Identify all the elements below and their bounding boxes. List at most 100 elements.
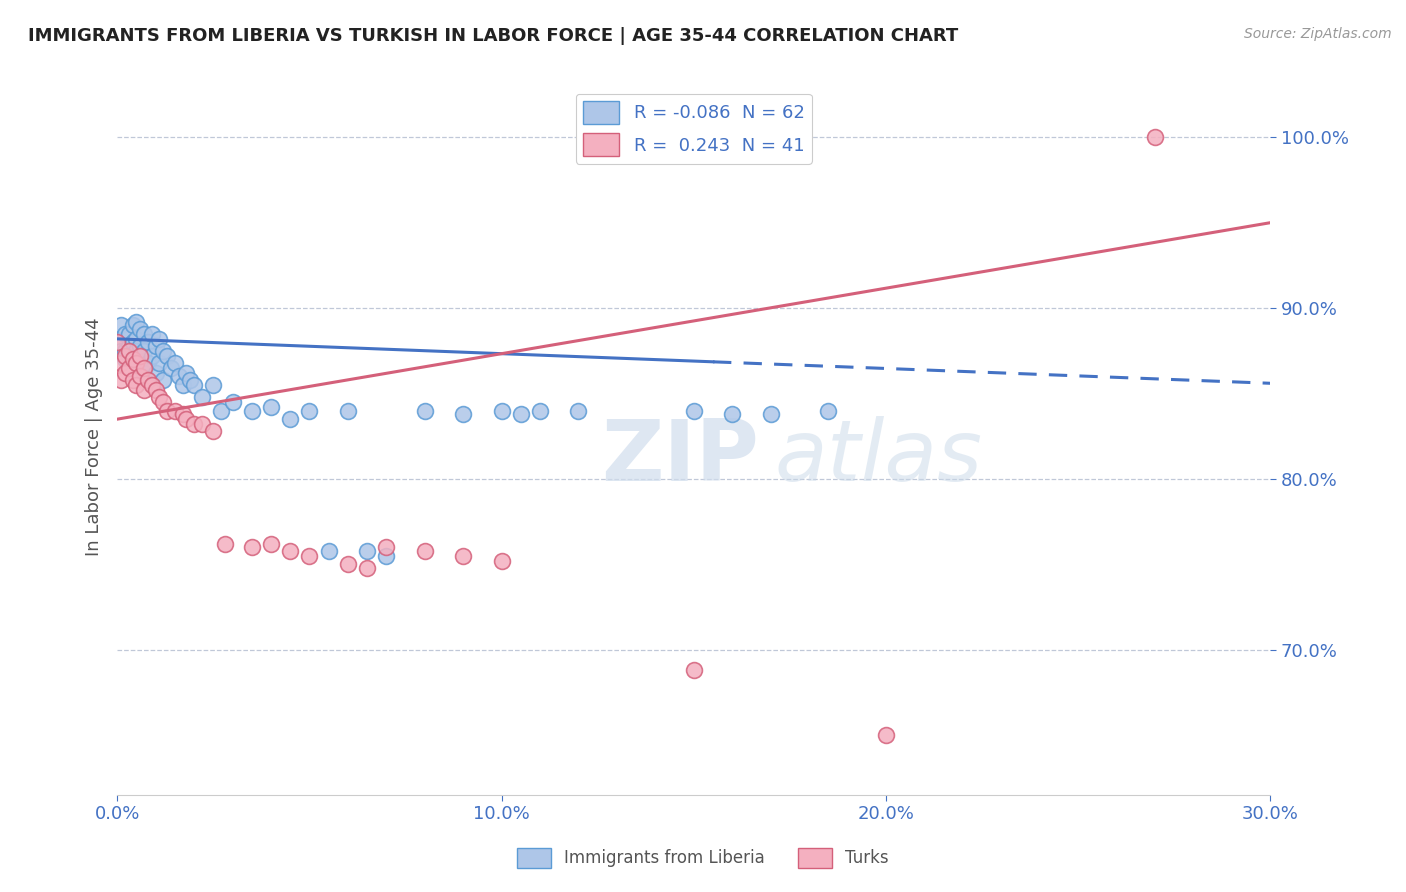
Point (129, 360, 152, 375)
Point (121, 335, 143, 350)
Point (129, 321, 152, 335)
Text: IMMIGRANTS FROM LIBERIA VS TURKISH IN LABOR FORCE | AGE 35-44 CORRELATION CHART: IMMIGRANTS FROM LIBERIA VS TURKISH IN LA… (28, 27, 959, 45)
Point (129, 369, 152, 384)
Point (529, 403, 551, 417)
Point (413, 543, 436, 558)
Point (121, 373, 143, 387)
Point (141, 349, 163, 363)
Point (260, 401, 283, 415)
Point (148, 390, 170, 404)
Point (183, 417, 205, 432)
Point (125, 343, 148, 358)
Point (298, 549, 321, 563)
Point (509, 407, 531, 421)
Point (132, 326, 155, 341)
Point (682, 663, 704, 677)
Point (121, 352, 143, 367)
Point (336, 558, 359, 572)
Text: atlas: atlas (775, 417, 983, 500)
Point (105, 335, 128, 350)
Point (759, 407, 782, 421)
Point (202, 378, 225, 392)
Point (202, 424, 225, 438)
Point (156, 403, 179, 417)
Point (145, 339, 167, 353)
Point (132, 360, 155, 375)
Point (721, 407, 744, 421)
Point (118, 339, 141, 353)
Point (451, 407, 474, 421)
Point (125, 315, 148, 329)
Point (110, 356, 132, 370)
Point (141, 326, 163, 341)
Point (118, 349, 141, 363)
Point (145, 383, 167, 397)
Point (148, 332, 170, 346)
Point (114, 366, 136, 380)
Point (817, 403, 839, 417)
Point (145, 366, 167, 380)
Point (125, 332, 148, 346)
Point (318, 543, 340, 558)
Point (278, 412, 301, 426)
Point (110, 343, 132, 358)
Point (152, 373, 174, 387)
Point (114, 326, 136, 341)
Point (121, 318, 143, 333)
Point (136, 373, 159, 387)
Point (125, 378, 148, 392)
Point (214, 537, 236, 551)
Point (125, 356, 148, 370)
Point (114, 349, 136, 363)
Point (118, 326, 141, 341)
Point (105, 335, 128, 350)
Point (172, 378, 194, 392)
Point (375, 549, 398, 563)
Point (209, 403, 232, 417)
Point (129, 349, 152, 363)
Point (1144, 130, 1167, 145)
Legend: R = -0.086  N = 62, R =  0.243  N = 41: R = -0.086 N = 62, R = 0.243 N = 41 (576, 94, 811, 163)
Point (413, 403, 436, 417)
Point (491, 554, 513, 568)
Point (110, 373, 132, 387)
Point (491, 403, 513, 417)
Point (240, 541, 263, 555)
Point (172, 407, 194, 421)
Point (132, 366, 155, 380)
Point (118, 360, 141, 375)
Point (190, 390, 212, 404)
Point (451, 549, 474, 563)
Point (163, 403, 186, 417)
Point (176, 412, 198, 426)
Text: ZIP: ZIP (602, 417, 759, 500)
Point (176, 366, 198, 380)
Point (114, 352, 136, 367)
Point (298, 403, 321, 417)
Point (167, 369, 190, 384)
Point (356, 561, 378, 575)
Point (121, 352, 143, 367)
Point (179, 373, 201, 387)
Point (114, 343, 136, 358)
Point (152, 343, 174, 358)
Point (136, 335, 159, 350)
Point (567, 403, 589, 417)
Point (336, 403, 359, 417)
Point (278, 543, 301, 558)
Point (163, 356, 186, 370)
Point (356, 543, 378, 558)
Y-axis label: In Labor Force | Age 35-44: In Labor Force | Age 35-44 (86, 317, 103, 556)
Point (129, 339, 152, 353)
Point (141, 378, 163, 392)
Point (110, 318, 132, 333)
Point (132, 383, 155, 397)
Point (682, 403, 704, 417)
Point (132, 343, 155, 358)
Point (190, 417, 212, 432)
Point (875, 728, 897, 742)
Point (152, 395, 174, 409)
Point (160, 360, 183, 375)
Point (375, 541, 398, 555)
Point (221, 395, 243, 409)
